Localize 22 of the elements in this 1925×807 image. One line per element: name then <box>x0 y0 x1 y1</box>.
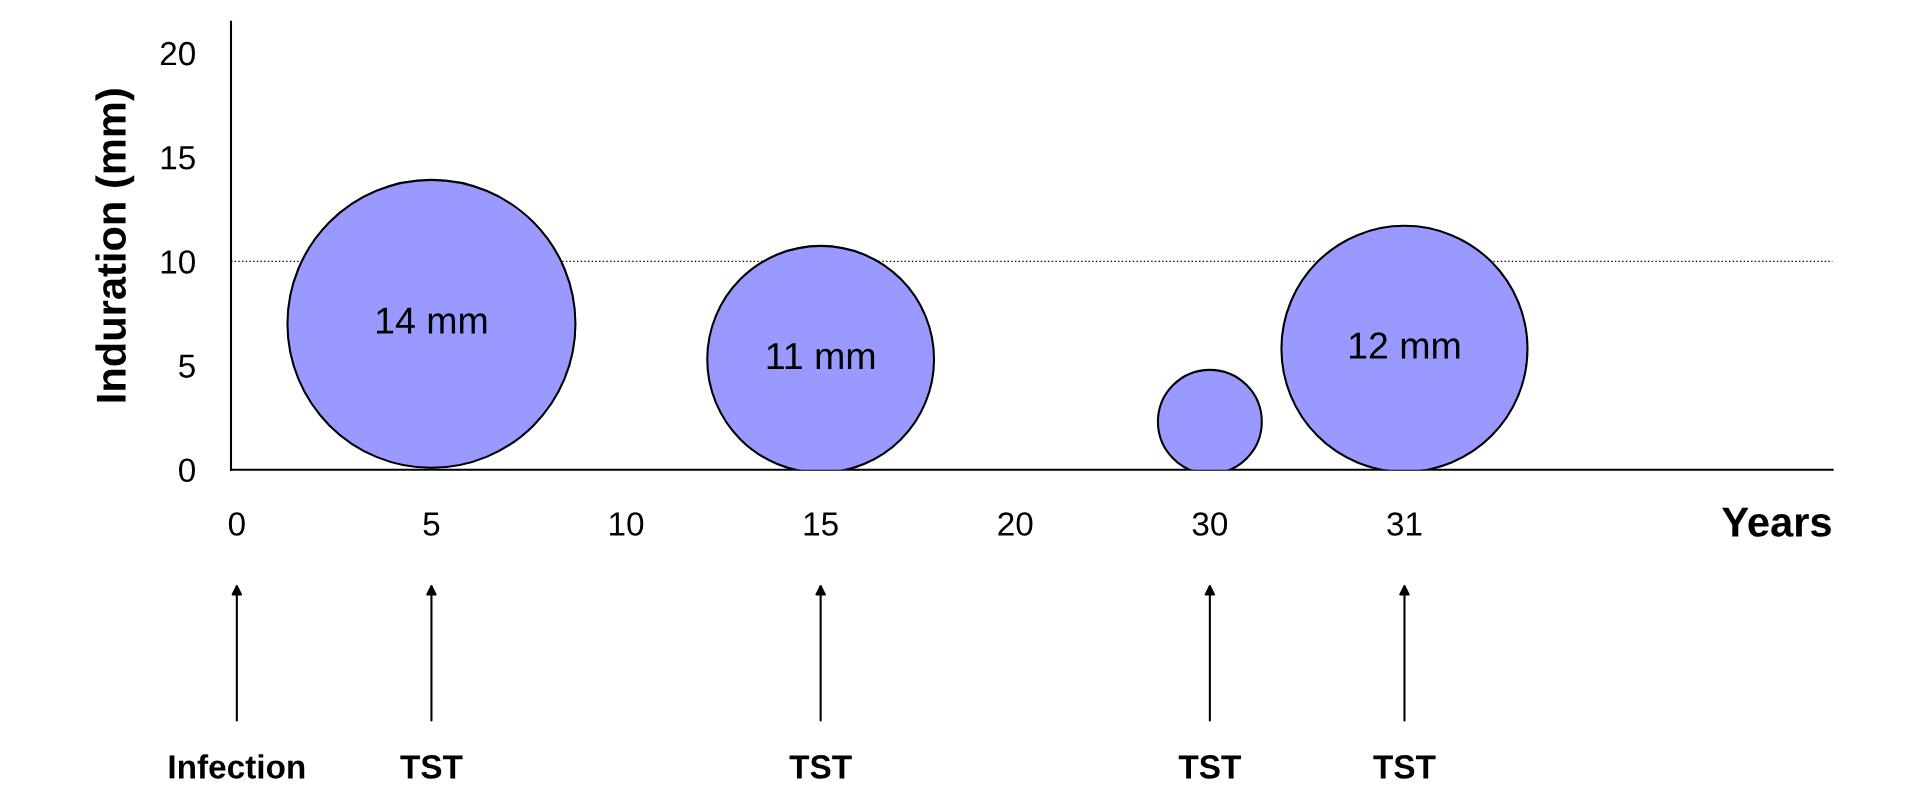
x-tick-label: 31 <box>1387 512 1422 536</box>
annotation: 11 mm <box>767 343 875 369</box>
y-tick-label: 20 <box>160 41 195 66</box>
y-axis-title: Induration (mm) <box>95 89 135 402</box>
annotation: 14 mm <box>377 307 487 334</box>
annotation: 12 mm <box>1350 332 1460 359</box>
text: Infection <box>169 754 305 779</box>
text: TST <box>1373 755 1436 779</box>
x-tick-label: 10 <box>610 512 644 536</box>
text: Years <box>1722 507 1831 537</box>
x-tick-label: 30 <box>1192 512 1228 536</box>
x-tick-label: 15 <box>804 512 838 536</box>
x-tick-label: 20 <box>998 512 1033 536</box>
y-tick-label: 15 <box>161 146 195 170</box>
text: TST <box>400 755 463 779</box>
y-tick-label: 5 <box>179 354 195 378</box>
y-tick-label: 10 <box>161 250 195 274</box>
y-tick-label: 0 <box>179 458 195 483</box>
x-tick-label: 5 <box>423 512 440 536</box>
text: TST <box>1178 755 1241 779</box>
x-tick-label: 0 <box>228 512 245 536</box>
text: TST <box>789 755 852 779</box>
